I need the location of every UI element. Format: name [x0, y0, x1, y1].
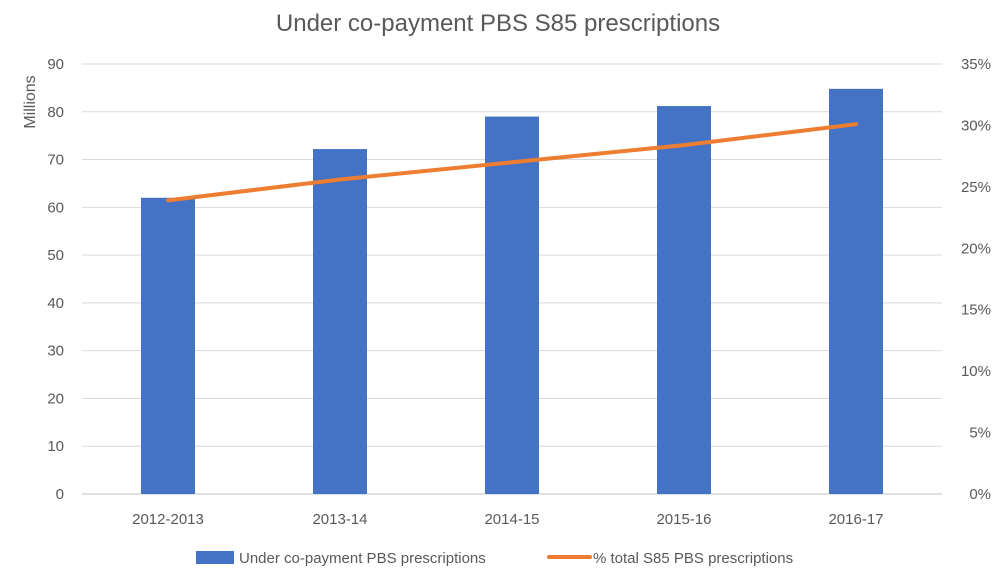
y-tick-label: 0: [56, 486, 64, 503]
x-axis: 2012-2013 2013-14 2014-15 2015-16 2016-17: [132, 511, 883, 528]
y2-tick-label: 10%: [961, 363, 991, 380]
bar: [657, 106, 711, 495]
legend: Under co-payment PBS prescriptions % tot…: [196, 550, 793, 567]
y-tick-label: 90: [47, 56, 64, 73]
y2-tick-label: 25%: [961, 179, 991, 196]
line-series: [166, 122, 858, 203]
y-axis-right: 0% 5% 10% 15% 20% 25% 30% 35%: [961, 56, 991, 503]
legend-line-label: % total S85 PBS prescriptions: [593, 550, 793, 567]
y2-tick-label: 20%: [961, 240, 991, 257]
y2-tick-label: 30%: [961, 117, 991, 134]
y-tick-label: 80: [47, 104, 64, 121]
bar: [829, 88, 883, 494]
x-tick-label: 2014-15: [484, 511, 539, 528]
y2-tick-label: 0%: [969, 486, 991, 503]
x-tick-label: 2016-17: [828, 511, 883, 528]
x-tick-label: 2012-2013: [132, 511, 204, 528]
bar-series: [141, 88, 883, 495]
bar: [313, 149, 367, 495]
bar: [485, 116, 539, 495]
y2-tick-label: 15%: [961, 302, 991, 319]
y-tick-label: 40: [47, 295, 64, 312]
legend-bar-label: Under co-payment PBS prescriptions: [239, 550, 486, 567]
chart-title: Under co-payment PBS S85 prescriptions: [276, 10, 720, 37]
x-tick-label: 2015-16: [656, 511, 711, 528]
bar: [141, 197, 195, 494]
y-tick-label: 60: [47, 199, 64, 216]
y-tick-label: 20: [47, 390, 64, 407]
y-axis-title: Millions: [22, 75, 39, 128]
y-tick-label: 70: [47, 152, 64, 169]
y-tick-label: 30: [47, 343, 64, 360]
y2-tick-label: 5%: [969, 425, 991, 442]
legend-bar-swatch: [196, 551, 234, 564]
y-axis-left: 0 10 20 30 40 50 60 70 80 90: [47, 56, 64, 503]
x-tick-label: 2013-14: [312, 511, 367, 528]
y2-tick-label: 35%: [961, 56, 991, 73]
y-tick-label: 10: [47, 438, 64, 455]
y-tick-label: 50: [47, 247, 64, 264]
